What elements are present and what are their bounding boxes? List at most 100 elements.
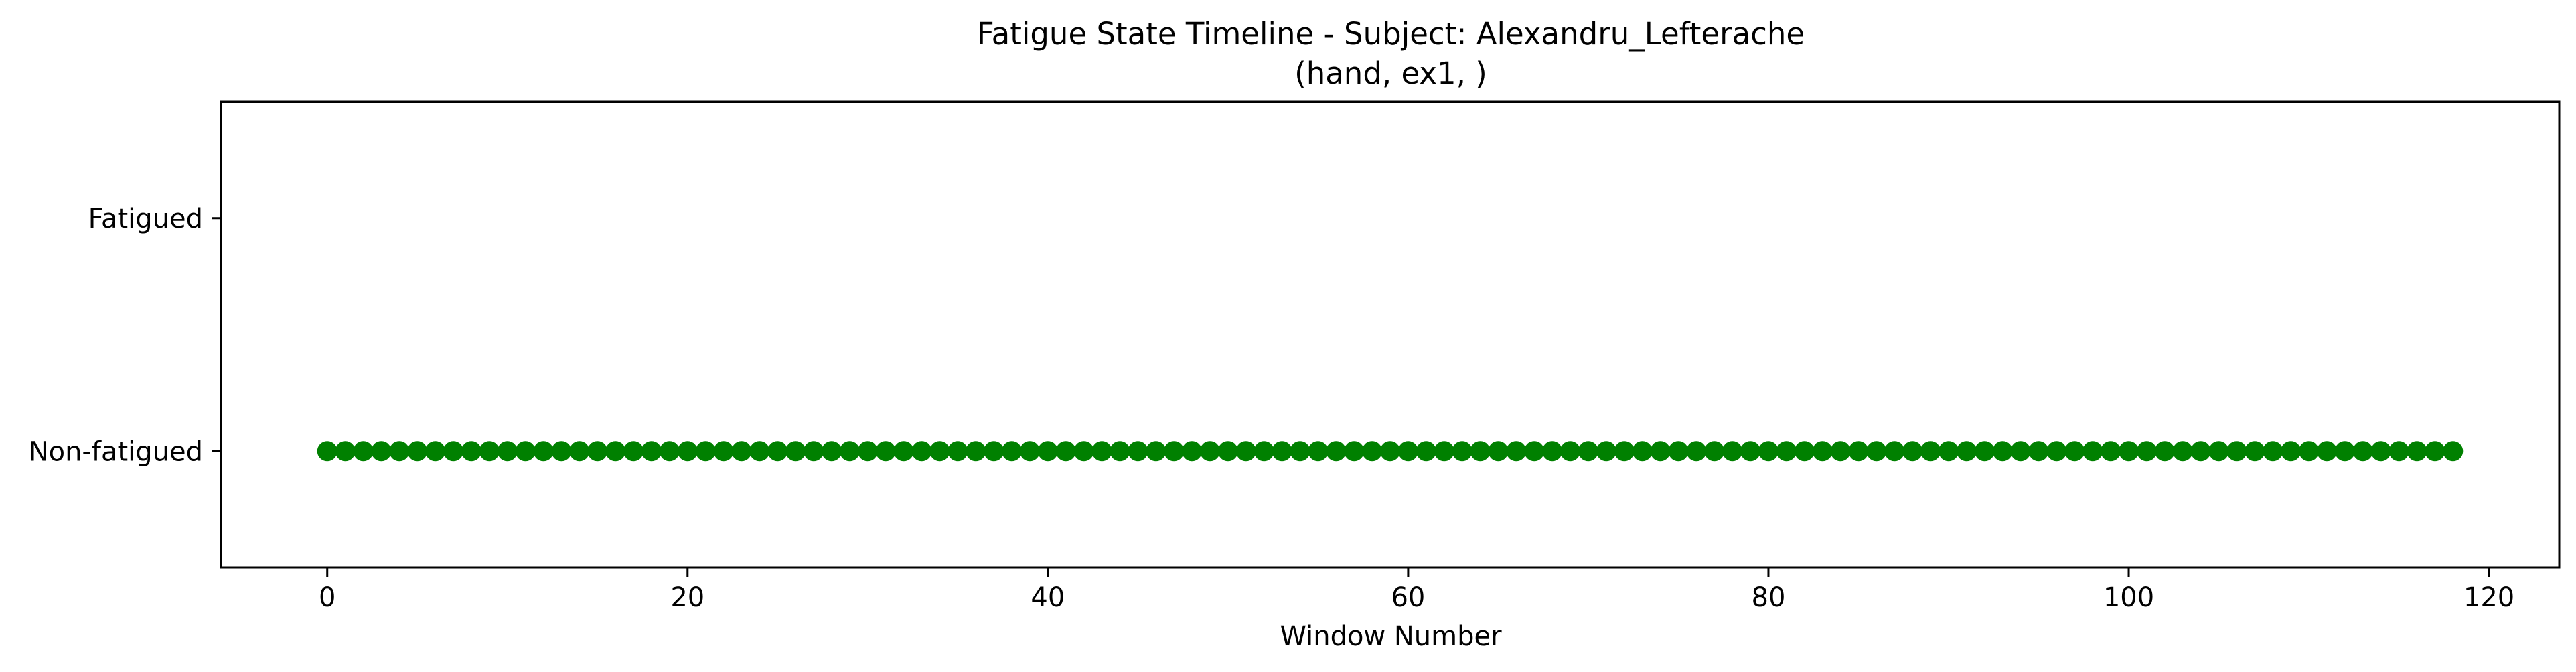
- data-point: [1397, 441, 1418, 462]
- data-point: [1902, 441, 1923, 462]
- x-tick-label: 20: [670, 582, 704, 613]
- data-point: [893, 441, 914, 462]
- data-point: [1650, 441, 1671, 462]
- x-tick-label: 60: [1391, 582, 1425, 613]
- data-point: [425, 441, 446, 462]
- data-point: [1416, 441, 1436, 462]
- data-point: [2389, 441, 2409, 462]
- data-point: [2028, 441, 2049, 462]
- data-point: [911, 441, 932, 462]
- data-point: [551, 441, 572, 462]
- plot-area-frame: [220, 100, 2561, 569]
- data-point: [2082, 441, 2103, 462]
- data-point: [1722, 441, 1743, 462]
- data-point: [1290, 441, 1310, 462]
- data-point: [2281, 441, 2301, 462]
- data-point: [1524, 441, 1545, 462]
- data-point: [1272, 441, 1292, 462]
- data-points: [317, 441, 2464, 462]
- data-point: [2010, 441, 2031, 462]
- data-point: [479, 441, 500, 462]
- data-point: [1308, 441, 1329, 462]
- x-tick-label: 120: [2464, 582, 2514, 613]
- data-point: [1596, 441, 1616, 462]
- data-point: [929, 441, 950, 462]
- data-point: [2101, 441, 2121, 462]
- data-point: [1776, 441, 1797, 462]
- y-tick-label: Fatigued: [88, 204, 203, 234]
- data-point: [2299, 441, 2320, 462]
- data-point: [857, 441, 878, 462]
- data-point: [785, 441, 806, 462]
- data-point: [1632, 441, 1653, 462]
- data-point: [1920, 441, 1941, 462]
- data-point: [839, 441, 860, 462]
- data-point: [1452, 441, 1472, 462]
- data-point: [2172, 441, 2193, 462]
- data-point: [1199, 441, 1220, 462]
- data-point: [2407, 441, 2427, 462]
- data-point: [1344, 441, 1365, 462]
- data-point: [1704, 441, 1725, 462]
- data-point: [1884, 441, 1905, 462]
- data-point: [1830, 441, 1851, 462]
- data-point: [804, 441, 824, 462]
- data-point: [2263, 441, 2283, 462]
- data-point: [389, 441, 410, 462]
- data-point: [2334, 441, 2355, 462]
- data-point: [605, 441, 626, 462]
- data-point: [1217, 441, 1238, 462]
- x-axis-label: Window Number: [1280, 621, 1502, 652]
- data-point: [1758, 441, 1778, 462]
- data-point: [1956, 441, 1977, 462]
- chart-subtitle: (hand, ex1, ): [1294, 56, 1487, 91]
- data-point: [515, 441, 536, 462]
- data-point: [353, 441, 374, 462]
- data-point: [641, 441, 662, 462]
- data-point: [2190, 441, 2211, 462]
- data-point: [966, 441, 986, 462]
- data-point: [2226, 441, 2247, 462]
- x-tick-label: 80: [1752, 582, 1786, 613]
- data-point: [1812, 441, 1833, 462]
- data-point: [407, 441, 428, 462]
- data-point: [1668, 441, 1689, 462]
- data-point: [875, 441, 896, 462]
- data-point: [461, 441, 481, 462]
- data-point: [1128, 441, 1148, 462]
- data-point: [1254, 441, 1274, 462]
- data-point: [2425, 441, 2445, 462]
- data-point: [1542, 441, 1563, 462]
- data-point: [713, 441, 734, 462]
- data-point: [497, 441, 518, 462]
- data-point: [2352, 441, 2373, 462]
- data-point: [1362, 441, 1383, 462]
- data-point: [587, 441, 608, 462]
- chart-title: Fatigue State Timeline - Subject: Alexan…: [977, 16, 1805, 52]
- data-point: [2064, 441, 2085, 462]
- data-point: [533, 441, 554, 462]
- data-point: [317, 441, 337, 462]
- data-point: [1938, 441, 1959, 462]
- data-point: [659, 441, 680, 462]
- x-tick-label: 0: [319, 582, 335, 613]
- data-point: [2316, 441, 2337, 462]
- data-point: [822, 441, 842, 462]
- data-point: [623, 441, 644, 462]
- data-point: [1002, 441, 1022, 462]
- data-point: [2245, 441, 2265, 462]
- data-point: [1560, 441, 1581, 462]
- data-point: [948, 441, 968, 462]
- data-point: [2046, 441, 2067, 462]
- data-point: [1506, 441, 1527, 462]
- data-point: [1740, 441, 1761, 462]
- data-point: [767, 441, 788, 462]
- data-point: [2370, 441, 2391, 462]
- data-point: [443, 441, 464, 462]
- data-point: [335, 441, 356, 462]
- data-point: [1326, 441, 1347, 462]
- data-point: [677, 441, 698, 462]
- data-point: [695, 441, 716, 462]
- data-point: [1110, 441, 1130, 462]
